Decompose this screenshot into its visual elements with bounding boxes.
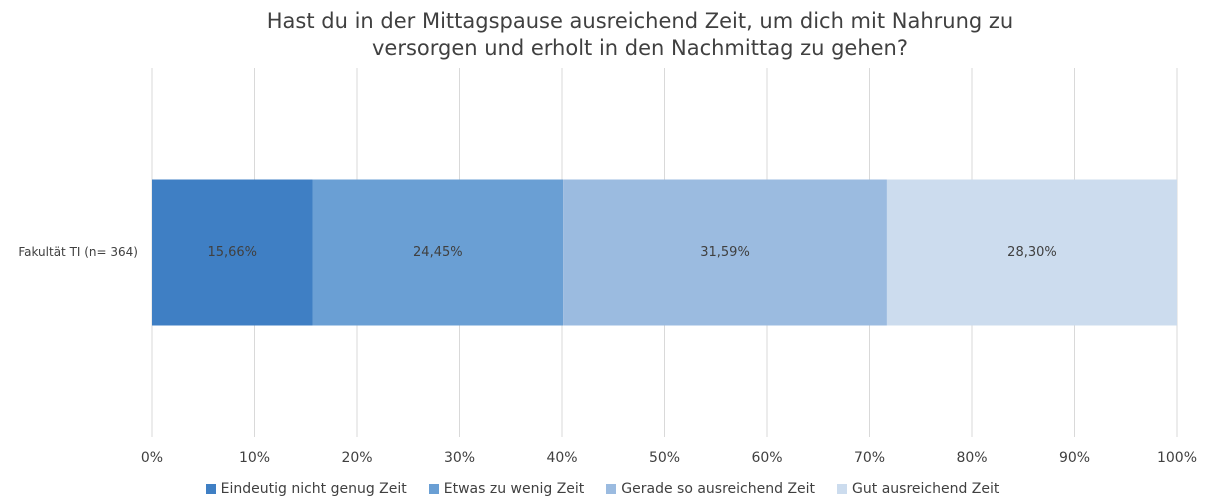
- data-label: 31,59%: [700, 245, 750, 260]
- legend-label: Gut ausreichend Zeit: [852, 481, 1000, 497]
- x-tick-label: 20%: [341, 450, 372, 466]
- legend-label: Gerade so ausreichend Zeit: [621, 481, 816, 497]
- x-tick-label: 10%: [239, 450, 270, 466]
- legend-swatch: [837, 484, 848, 494]
- legend-item: Gerade so ausreichend Zeit: [606, 481, 815, 497]
- legend-label: Eindeutig nicht genug Zeit: [220, 481, 407, 497]
- x-tick-label: 70%: [854, 450, 885, 466]
- legend-swatch: [606, 484, 617, 494]
- data-label: 15,66%: [207, 245, 257, 260]
- x-tick-label: 30%: [444, 450, 475, 466]
- data-label: 24,45%: [413, 245, 463, 260]
- x-tick-label: 0%: [141, 450, 163, 466]
- legend-item: Gut ausreichend Zeit: [837, 481, 999, 497]
- data-label: 28,30%: [1007, 245, 1057, 260]
- bar-segment: [152, 179, 313, 326]
- bar-segment: [312, 179, 564, 326]
- x-tick-label: 90%: [1059, 450, 1090, 466]
- legend-swatch: [428, 484, 439, 494]
- x-tick-label: 40%: [546, 450, 577, 466]
- legend-item: Etwas zu wenig Zeit: [428, 481, 585, 497]
- bar-segment: [886, 179, 1177, 326]
- chart-title: Hast du in der Mittagspause ausreichend …: [266, 9, 1014, 60]
- legend-label: Etwas zu wenig Zeit: [443, 481, 585, 497]
- legend-swatch: [205, 484, 216, 494]
- y-tick-label: Fakultät TI (n= 364): [18, 245, 138, 259]
- legend: Eindeutig nicht genug Zeit Etwas zu wenig…: [0, 481, 1205, 497]
- legend-item: Eindeutig nicht genug Zeit: [205, 481, 407, 497]
- x-tick-label: 100%: [1157, 450, 1197, 466]
- x-tick-label: 80%: [956, 450, 987, 466]
- x-tick-label: 60%: [751, 450, 782, 466]
- bar-segment: [563, 179, 887, 326]
- x-tick-label: 50%: [649, 450, 680, 466]
